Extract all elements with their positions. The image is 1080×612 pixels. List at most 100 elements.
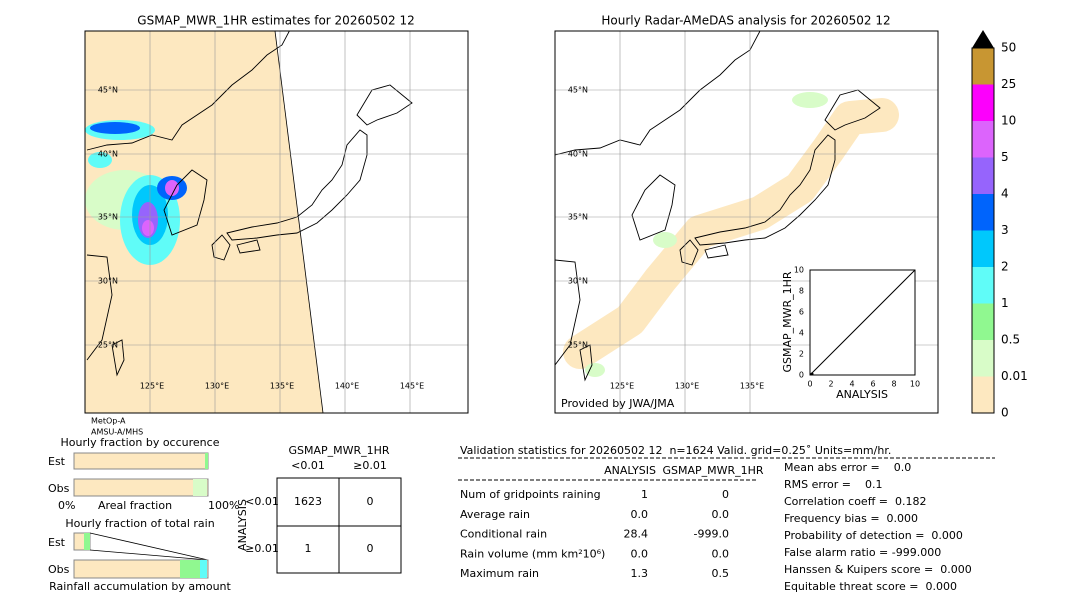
- x-tick-label: 4: [849, 380, 854, 389]
- cell: 0.5: [712, 567, 730, 580]
- credit: Provided by JWA/JMA: [561, 397, 675, 410]
- x-label: ANALYSIS: [836, 388, 888, 401]
- cell: 0: [722, 488, 729, 501]
- score: False alarm ratio = -999.000: [784, 546, 941, 559]
- colorbar-label: 50: [1001, 41, 1016, 55]
- color-swatch: [972, 157, 994, 194]
- y-tick-label: 10: [794, 266, 804, 275]
- column-header: GSMAP_MWR_1HR: [662, 464, 763, 477]
- cell: 0.0: [712, 547, 730, 560]
- y-tick-label: 6: [799, 308, 804, 317]
- contingency-table: GSMAP_MWR_1HR <0.01 ≥0.01 ANALYSIS <0.01…: [236, 444, 402, 574]
- x-tick-label: 8: [891, 380, 896, 389]
- row-label: Maximum rain: [460, 567, 539, 580]
- row-label: Conditional rain: [460, 528, 547, 541]
- lon-label: 145°E: [400, 382, 424, 391]
- lat-label: 30°N: [568, 277, 588, 286]
- lat-label: 45°N: [568, 86, 588, 95]
- lat-label: 40°N: [568, 150, 588, 159]
- cell: 1.3: [631, 567, 649, 580]
- lon-label: 135°E: [270, 382, 294, 391]
- row-label: ≥0.01: [245, 542, 279, 555]
- table-header: GSMAP_MWR_1HR: [288, 444, 389, 457]
- color-swatch: [972, 230, 994, 267]
- lon-label: 140°E: [335, 382, 359, 391]
- right-map: 45°N 40°N 35°N 30°N 25°N 125°E 130°E 135°E Hour…: [554, 14, 939, 414]
- cell: 28.4: [624, 528, 649, 541]
- row-label: Est: [48, 455, 66, 468]
- row-label: <0.01: [245, 495, 279, 508]
- row-label: Num of gridpoints raining: [460, 488, 601, 501]
- y-tick-label: 4: [799, 329, 804, 338]
- score: Frequency bias = 0.000: [784, 512, 918, 525]
- left-map: 45°N 40°N 35°N 30°N 25°N 125°E 130°E 135°E 140°E…: [84, 14, 469, 437]
- colorbar-label: 3: [1001, 223, 1009, 237]
- cell: 1: [305, 542, 312, 555]
- color-swatch: [972, 267, 994, 304]
- axis-label: Areal fraction: [98, 499, 172, 512]
- cell: 1623: [294, 495, 322, 508]
- panel-title: Hourly fraction of total rain: [65, 517, 214, 530]
- lon-label: 125°E: [140, 382, 164, 391]
- cell: -999.0: [694, 528, 729, 541]
- row-label: Obs: [48, 482, 70, 495]
- color-swatch: [972, 303, 994, 340]
- colorbar-label: 0.01: [1001, 369, 1028, 383]
- lon-label: 130°E: [675, 382, 699, 391]
- map-title: GSMAP_MWR_1HR estimates for 20260502 12: [137, 14, 414, 28]
- score: RMS error = 0.1: [784, 478, 882, 491]
- map-title: Hourly Radar-AMeDAS analysis for 2026050…: [601, 14, 890, 28]
- row-label: Est: [48, 536, 66, 549]
- sensor: MetOp-A: [91, 417, 126, 426]
- validation: Validation statistics for 20260502 12 n=…: [458, 444, 995, 580]
- occurrence: Hourly fraction by occurence Est Obs 0% …: [48, 436, 239, 512]
- lon-label: 130°E: [205, 382, 229, 391]
- x-tick-label: 10: [910, 380, 920, 389]
- y-label: GSMAP_MWR_1HR: [781, 271, 794, 372]
- cell: 0.0: [631, 508, 649, 521]
- total-rain: Hourly fraction of total rain Est Obs Ra…: [48, 517, 232, 593]
- colorbar-label: 0: [1001, 406, 1009, 420]
- score: Equitable threat score = 0.000: [784, 580, 957, 593]
- colorbar-label: 10: [1001, 114, 1016, 128]
- axis-label: 100%: [208, 499, 239, 512]
- lon-label: 135°E: [740, 382, 764, 391]
- colorbar-frame: [971, 47, 995, 414]
- color-swatch: [972, 48, 994, 85]
- row-title: ANALYSIS: [236, 499, 249, 551]
- x-tick-label: 6: [870, 380, 875, 389]
- score: Probability of detection = 0.000: [784, 529, 963, 542]
- colorbar-label: 1: [1001, 296, 1009, 310]
- scores: Mean abs error = 0.0 RMS error = 0.1 Corre…: [784, 461, 972, 593]
- sensor: AMSU-A/MHS: [91, 428, 143, 437]
- cell: 0.0: [631, 547, 649, 560]
- color-swatch: [972, 376, 994, 413]
- colorbar: 0 0.01 0.5 1 2 3 4 5 10 25 50: [971, 30, 1028, 420]
- lat-label: 40°N: [98, 150, 118, 159]
- cell: 0: [367, 542, 374, 555]
- column-label: <0.01: [291, 459, 325, 472]
- row-label: Obs: [48, 563, 70, 576]
- x-tick-label: 2: [828, 380, 833, 389]
- lat-label: 25°N: [568, 341, 588, 350]
- score: Mean abs error = 0.0: [784, 461, 911, 474]
- colorbar-label: 5: [1001, 150, 1009, 164]
- lat-label: 35°N: [568, 213, 588, 222]
- colorbar-label: 0.5: [1001, 333, 1020, 347]
- axis-label: 0%: [58, 499, 75, 512]
- lat-label: 25°N: [98, 341, 118, 350]
- column-label: ≥0.01: [353, 459, 387, 472]
- color-swatch: [972, 121, 994, 158]
- lat-label: 30°N: [98, 277, 118, 286]
- y-tick-label: 8: [799, 287, 804, 296]
- column-header: ANALYSIS: [604, 464, 656, 477]
- color-swatch: [972, 194, 994, 231]
- colorbar-label: 4: [1001, 187, 1009, 201]
- y-tick-label: 0: [799, 371, 804, 380]
- y-tick-label: 2: [799, 350, 804, 359]
- color-swatch: [972, 84, 994, 121]
- lat-label: 35°N: [98, 213, 118, 222]
- score: Correlation coeff = 0.182: [784, 495, 926, 508]
- validation-title: Validation statistics for 20260502 12 n=…: [460, 444, 891, 457]
